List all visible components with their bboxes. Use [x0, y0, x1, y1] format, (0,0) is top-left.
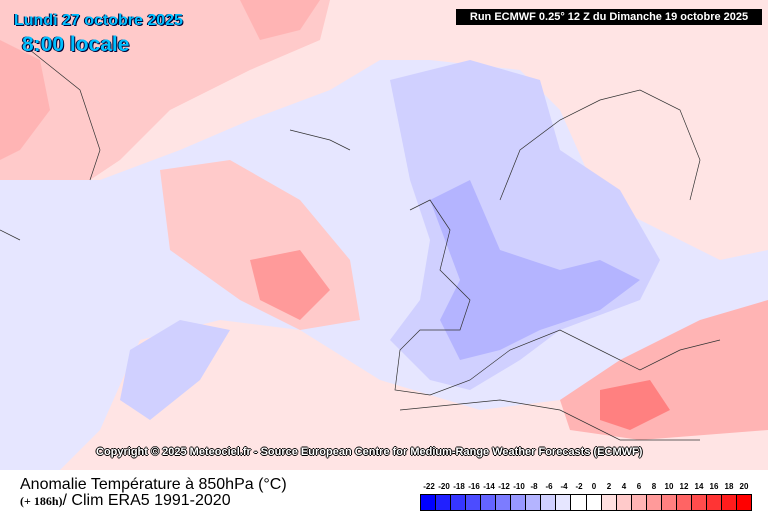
legend-swatch	[601, 495, 617, 510]
legend-label: -8	[530, 482, 538, 491]
legend-label: 4	[621, 482, 627, 491]
legend-swatch	[661, 495, 677, 510]
legend-label: -6	[545, 482, 553, 491]
anomaly-zone-atlantic-warm-core	[250, 250, 330, 320]
legend-swatch	[436, 495, 452, 510]
legend-label: -12	[498, 482, 510, 491]
legend-label: -16	[468, 482, 480, 491]
legend-label: 16	[709, 482, 719, 491]
legend-label: 18	[724, 482, 734, 491]
legend-label: 20	[739, 482, 749, 491]
anomaly-zone-greenland-core	[0, 0, 320, 160]
lead-time: (+ 186h)	[20, 494, 63, 508]
legend-swatch	[451, 495, 467, 510]
legend-label: -18	[453, 482, 465, 491]
legend-swatch	[631, 495, 647, 510]
map-subtitle: (+ 186h)/ Clim ERA5 1991-2020	[20, 492, 231, 510]
run-banner: Run ECMWF 0.25° 12 Z du Dimanche 19 octo…	[456, 9, 762, 25]
legend-label: 8	[651, 482, 657, 491]
legend-bar	[420, 494, 752, 511]
legend-swatch	[541, 495, 557, 510]
legend-swatch	[421, 495, 437, 510]
legend-swatch	[646, 495, 662, 510]
legend-label: 12	[679, 482, 689, 491]
legend-swatch	[616, 495, 632, 510]
legend-label: 14	[694, 482, 704, 491]
forecast-hour: 8:00 locale	[22, 33, 130, 56]
legend-label: 6	[636, 482, 642, 491]
climatology: / Clim ERA5 1991-2020	[62, 492, 231, 509]
copyright: Copyright © 2025 Meteociel.fr - Source E…	[96, 446, 643, 458]
legend-label: -2	[575, 482, 583, 491]
legend-label: 10	[664, 482, 674, 491]
legend-label: 2	[606, 482, 612, 491]
legend-swatch	[721, 495, 737, 510]
legend-label: -4	[560, 482, 568, 491]
legend-label: -22	[423, 482, 435, 491]
forecast-date: Lundi 27 octobre 2025	[14, 12, 183, 29]
legend-swatch	[511, 495, 527, 510]
anomaly-zone-greenland-warm	[0, 0, 330, 210]
legend-swatch	[481, 495, 497, 510]
anomaly-zone-europe-core	[430, 180, 640, 360]
coastlines	[0, 49, 721, 441]
legend-swatch	[556, 495, 572, 510]
legend-swatch	[736, 495, 752, 510]
anomaly-zone-greece-core	[600, 380, 670, 430]
legend-labels: -22 -20 -18 -16 -14 -12 -10 -8 -6 -4 -2 0 2 4 6 8 10 12 14…	[420, 482, 750, 494]
legend-swatch	[706, 495, 722, 510]
legend-swatch	[691, 495, 707, 510]
legend-swatch	[496, 495, 512, 510]
legend-swatch	[571, 495, 587, 510]
legend-swatch	[676, 495, 692, 510]
anomaly-map	[0, 0, 768, 470]
color-legend: -22 -20 -18 -16 -14 -12 -10 -8 -6 -4 -2 0 2 4 6 8 10 12 14…	[420, 482, 752, 511]
legend-label: -10	[513, 482, 525, 491]
anomaly-zone-atlantic-southwest-cool	[120, 320, 230, 420]
legend-label: 0	[591, 482, 597, 491]
map-title: Anomalie Température à 850hPa (°C)	[20, 476, 287, 493]
legend-label: -14	[483, 482, 495, 491]
legend-swatch	[586, 495, 602, 510]
legend-swatch	[466, 495, 482, 510]
legend-label: -20	[438, 482, 450, 491]
legend-swatch	[526, 495, 542, 510]
